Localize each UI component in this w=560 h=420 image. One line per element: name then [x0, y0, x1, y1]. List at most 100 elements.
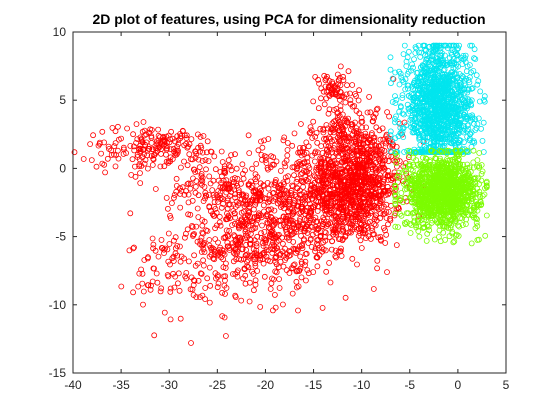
- data-point: [411, 79, 417, 86]
- data-point: [323, 122, 330, 128]
- data-point: [392, 135, 399, 142]
- data-point: [290, 238, 297, 245]
- data-point: [329, 182, 336, 189]
- data-point: [322, 77, 329, 84]
- data-point: [249, 182, 256, 189]
- data-point: [332, 247, 339, 254]
- data-point: [252, 260, 259, 267]
- data-point: [212, 225, 219, 232]
- data-point: [216, 219, 223, 226]
- data-point: [93, 163, 100, 170]
- data-point: [277, 222, 284, 229]
- data-point: [136, 146, 143, 153]
- data-point: [200, 262, 207, 269]
- data-point: [199, 217, 206, 224]
- data-point: [423, 237, 430, 244]
- data-point: [206, 299, 213, 306]
- data-point: [344, 82, 350, 89]
- data-point: [429, 51, 436, 58]
- data-point: [425, 223, 432, 230]
- data-point: [308, 204, 315, 211]
- data-point: [379, 146, 385, 153]
- data-point: [428, 212, 435, 219]
- data-point: [222, 260, 229, 267]
- data-point: [474, 223, 481, 230]
- data-point: [377, 233, 384, 240]
- data-point: [198, 171, 205, 177]
- data-point: [235, 219, 242, 226]
- data-point: [271, 291, 278, 298]
- data-point: [434, 102, 441, 109]
- data-point: [205, 158, 212, 165]
- data-point: [349, 82, 356, 88]
- data-point: [201, 249, 208, 256]
- data-point: [462, 59, 469, 65]
- data-point: [436, 135, 443, 142]
- data-point: [392, 119, 398, 126]
- data-point: [427, 77, 433, 83]
- data-point: [338, 170, 345, 177]
- data-point: [368, 204, 374, 211]
- data-point: [170, 237, 177, 244]
- series-2: [392, 147, 490, 247]
- data-point: [440, 207, 447, 214]
- data-point: [460, 123, 467, 130]
- data-point: [379, 157, 386, 164]
- data-point: [377, 164, 384, 171]
- data-point: [198, 177, 205, 184]
- data-point: [188, 136, 195, 143]
- data-point: [373, 106, 380, 113]
- data-point: [231, 232, 237, 239]
- data-point: [232, 151, 238, 158]
- data-point: [432, 155, 439, 162]
- data-point: [422, 70, 429, 76]
- data-point: [199, 178, 206, 185]
- data-point: [198, 234, 205, 241]
- data-point: [345, 68, 352, 75]
- data-point: [468, 42, 475, 49]
- data-point: [297, 253, 304, 260]
- data-point: [240, 208, 247, 215]
- data-point: [211, 153, 218, 160]
- data-point: [359, 140, 366, 147]
- data-point: [438, 120, 445, 127]
- data-point: [265, 224, 272, 231]
- data-point: [328, 126, 335, 133]
- data-point: [419, 62, 426, 69]
- data-point: [466, 172, 473, 179]
- data-point: [387, 132, 394, 139]
- data-point: [297, 121, 304, 127]
- data-point: [211, 212, 218, 219]
- data-point: [430, 134, 437, 141]
- data-point: [184, 181, 191, 188]
- data-point: [444, 74, 451, 81]
- data-point: [270, 154, 277, 161]
- data-point: [179, 128, 186, 135]
- data-point: [350, 186, 357, 193]
- data-point: [266, 219, 273, 226]
- data-point: [474, 163, 481, 170]
- data-point: [266, 233, 273, 240]
- data-point: [347, 220, 354, 227]
- data-point: [403, 168, 410, 175]
- data-point: [290, 221, 296, 228]
- data-point: [360, 176, 367, 183]
- data-point: [277, 185, 284, 192]
- data-point: [206, 204, 213, 211]
- data-point: [430, 118, 437, 125]
- data-point: [99, 128, 106, 135]
- data-point: [183, 269, 190, 276]
- data-point: [175, 137, 182, 144]
- data-point: [214, 273, 221, 280]
- data-point: [420, 87, 427, 93]
- data-point: [325, 152, 332, 159]
- data-point: [373, 159, 379, 166]
- data-point: [439, 109, 446, 115]
- data-point: [232, 294, 239, 301]
- data-point: [201, 183, 208, 190]
- data-point: [432, 48, 439, 55]
- data-point: [474, 81, 481, 88]
- data-point: [476, 163, 483, 170]
- data-point: [340, 214, 346, 221]
- data-point: [262, 239, 269, 246]
